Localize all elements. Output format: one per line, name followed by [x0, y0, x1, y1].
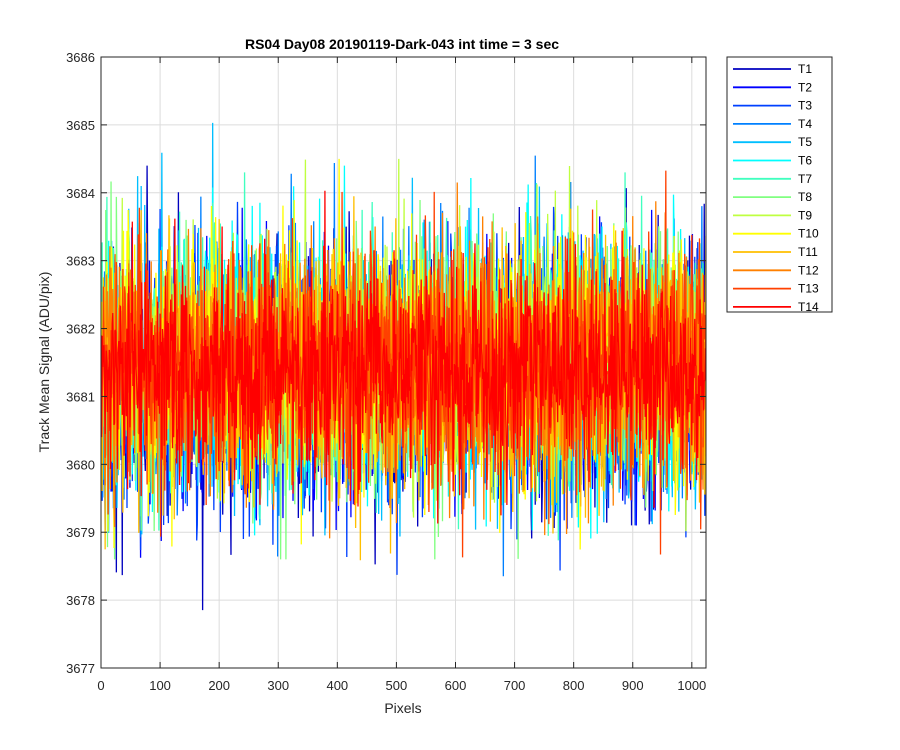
chart-title: RS04 Day08 20190119-Dark-043 int time = … — [245, 36, 559, 52]
legend-label-t1: T1 — [798, 62, 812, 76]
x-tick-label: 500 — [386, 678, 408, 693]
x-tick-label: 100 — [149, 678, 171, 693]
x-tick-label: 900 — [622, 678, 644, 693]
legend: T1 T2 T3 T4 T5 T6 T7 T8 T9 T10 T11 T12 T13 T14 — [726, 56, 833, 314]
legend-label-t5: T5 — [798, 135, 812, 149]
x-axis-title: Pixels — [384, 700, 421, 716]
legend-label-t11: T11 — [798, 245, 818, 259]
legend-label-t6: T6 — [798, 154, 812, 168]
x-tick-label: 800 — [563, 678, 585, 693]
legend-label-t13: T13 — [798, 282, 819, 296]
series-layer — [101, 122, 706, 611]
legend-label-t4: T4 — [798, 117, 812, 131]
y-tick-label: 3682 — [66, 322, 95, 337]
y-tick-label: 3683 — [66, 254, 95, 269]
series-line-t14 — [101, 190, 706, 524]
legend-label-t12: T12 — [798, 263, 819, 277]
y-tick-label: 3685 — [66, 118, 95, 133]
tick-layer: 0 100 200 300 400 500 600 700 800 900 1000 3677 3678… — [66, 50, 706, 693]
legend-label-t2: T2 — [798, 80, 812, 94]
y-tick-label: 3679 — [66, 525, 95, 540]
y-tick-label: 3677 — [66, 661, 95, 676]
legend-label-t10: T10 — [798, 227, 819, 241]
y-tick-label: 3681 — [66, 389, 95, 404]
plot-frame — [100, 56, 707, 669]
x-tick-label: 1000 — [677, 678, 706, 693]
y-tick-label: 3680 — [66, 457, 95, 472]
legend-label-t14: T14 — [798, 300, 819, 314]
y-tick-label: 3684 — [66, 186, 95, 201]
x-tick-label: 400 — [326, 678, 348, 693]
x-tick-label: 700 — [504, 678, 526, 693]
x-tick-label: 600 — [445, 678, 467, 693]
legend-label-t7: T7 — [798, 172, 812, 186]
legend-label-t8: T8 — [798, 190, 812, 204]
y-axis-title: Track Mean Signal (ADU/pix) — [36, 272, 52, 453]
x-tick-label: 200 — [208, 678, 230, 693]
legend-label-t3: T3 — [798, 99, 812, 113]
y-tick-label: 3678 — [66, 593, 95, 608]
y-tick-label: 3686 — [66, 50, 95, 65]
x-tick-label: 300 — [267, 678, 289, 693]
x-tick-label: 0 — [97, 678, 104, 693]
legend-label-t9: T9 — [798, 208, 812, 222]
